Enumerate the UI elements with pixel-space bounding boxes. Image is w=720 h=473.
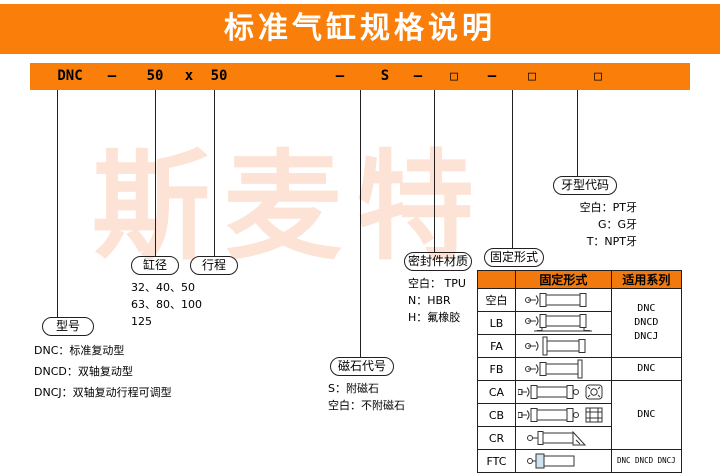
callout-thread-lines: 空白：PT牙 G：G牙 T：NPT牙 bbox=[525, 199, 637, 250]
connector-line-stroke bbox=[214, 90, 215, 257]
callout-stroke-label: 行程 bbox=[190, 256, 238, 275]
code-multiply: x bbox=[184, 68, 194, 84]
code-seal-material: □ bbox=[450, 69, 458, 84]
row-code: FTC bbox=[477, 449, 516, 473]
connector-line-bore bbox=[155, 90, 156, 257]
cyl-front-flange-icon bbox=[516, 335, 611, 357]
row-figure bbox=[514, 334, 612, 358]
row-code: 空白 bbox=[477, 288, 516, 312]
code-magnet: S bbox=[380, 68, 390, 84]
row-series: DNC DNCD DNCJ bbox=[610, 449, 683, 473]
table-row: LB bbox=[477, 311, 682, 335]
table-header-row: 固定形式 适用系列 bbox=[477, 270, 683, 289]
row-figure bbox=[514, 426, 612, 450]
connector-line-model bbox=[57, 90, 58, 317]
seal-line-1: 空白： TPU bbox=[408, 277, 466, 290]
th-series: 适用系列 bbox=[610, 270, 683, 289]
code-dash-1: — bbox=[107, 68, 117, 84]
cyl-clevis-a-icon bbox=[516, 381, 611, 403]
callout-bore-lines: 32、40、50 63、80、100 125 bbox=[131, 279, 202, 330]
table-row: FTC DNC DNCD DNCJ bbox=[477, 449, 683, 473]
callout-magnet-label: 磁石代号 bbox=[330, 357, 394, 376]
watermark-text: 斯麦特 bbox=[92, 138, 489, 276]
magnet-line-1: S：附磁石 bbox=[328, 382, 379, 395]
code-dash-3: — bbox=[413, 68, 423, 84]
magnet-line-2: 空白：不附磁石 bbox=[328, 399, 405, 412]
row-figure bbox=[514, 403, 612, 427]
connector-line-magnet bbox=[360, 90, 361, 357]
thread-line-1: 空白：PT牙 bbox=[579, 201, 637, 214]
callout-magnet-lines: S：附磁石 空白：不附磁石 bbox=[328, 380, 405, 414]
th-figure: 固定形式 bbox=[514, 270, 612, 289]
cyl-rear-flange-icon bbox=[516, 358, 611, 380]
code-thread: □ bbox=[594, 69, 602, 84]
series-line-2: DNCD bbox=[634, 317, 659, 328]
table-row: CR bbox=[477, 426, 682, 450]
series-line-3: DNCJ bbox=[634, 331, 659, 342]
thread-line-3: T：NPT牙 bbox=[586, 235, 637, 248]
page-title: 标准气缸规格说明 bbox=[224, 11, 496, 46]
callout-thread-label: 牙型代码 bbox=[553, 176, 617, 195]
table-row: CA bbox=[477, 380, 683, 450]
callout-bore-label: 缸径 bbox=[131, 256, 179, 275]
callout-mounting-label: 固定形式 bbox=[484, 248, 544, 267]
callout-model-lines: DNC：标准复动型 DNCD：双轴复动型 DNCJ：双轴复动行程可调型 bbox=[34, 340, 172, 403]
row-series: DNC bbox=[610, 380, 683, 450]
row-figure bbox=[514, 288, 612, 312]
callout-seal-label: 密封件材质 bbox=[404, 252, 472, 271]
cyl-clevis-b-icon bbox=[516, 404, 611, 426]
connector-line-thread bbox=[577, 90, 578, 176]
table-row: FB DNC bbox=[477, 357, 683, 381]
model-code-bar: DNC — 50 x 50 — S — □ — □ □ bbox=[30, 63, 690, 90]
connector-line-seal bbox=[434, 90, 435, 252]
mounting-form-table: 固定形式 适用系列 空白 bbox=[477, 270, 683, 473]
code-dash-2: — bbox=[335, 68, 345, 84]
row-code: CB bbox=[477, 403, 516, 427]
row-code: FA bbox=[477, 334, 516, 358]
row-code: LB bbox=[477, 311, 516, 335]
row-code: CR bbox=[477, 426, 516, 450]
table-row: FA bbox=[477, 334, 682, 358]
code-bore: 50 bbox=[146, 68, 164, 84]
code-stroke: 50 bbox=[210, 68, 228, 84]
callout-seal-lines: 空白： TPU N：HBR H：氟橡胶 bbox=[408, 275, 466, 326]
bore-line-3: 125 bbox=[131, 315, 152, 328]
callout-model-label: 型号 bbox=[42, 317, 94, 336]
row-code: FB bbox=[477, 357, 516, 381]
row-code: CA bbox=[477, 380, 516, 404]
code-dash-4: — bbox=[487, 68, 497, 84]
model-line-2: DNCD：双轴复动型 bbox=[34, 365, 133, 378]
seal-line-2: N：HBR bbox=[408, 294, 451, 307]
model-line-3: DNCJ：双轴复动行程可调型 bbox=[34, 386, 172, 399]
cyl-trunnion-icon bbox=[516, 427, 611, 449]
row-figure bbox=[514, 449, 612, 473]
model-line-1: DNC：标准复动型 bbox=[34, 344, 125, 357]
code-mounting: □ bbox=[528, 69, 536, 84]
row-series: DNC bbox=[610, 357, 683, 381]
cyl-ftc-icon bbox=[516, 450, 611, 472]
row-series: DNC DNCD DNCJ bbox=[610, 288, 683, 358]
cyl-basic-icon bbox=[516, 289, 611, 311]
table-row: 空白 bbox=[477, 288, 683, 358]
row-figure bbox=[514, 357, 612, 381]
code-series: DNC bbox=[57, 68, 83, 84]
bore-line-1: 32、40、50 bbox=[131, 281, 195, 294]
series-line-1: DNC bbox=[637, 303, 656, 314]
connector-line-mounting bbox=[512, 90, 513, 248]
cyl-foot-icon bbox=[516, 312, 611, 334]
seal-line-3: H：氟橡胶 bbox=[408, 311, 461, 324]
bore-line-2: 63、80、100 bbox=[131, 298, 202, 311]
title-bar: 标准气缸规格说明 bbox=[0, 4, 720, 54]
th-code bbox=[477, 270, 516, 289]
thread-line-2: G：G牙 bbox=[597, 218, 637, 231]
row-figure bbox=[514, 311, 612, 335]
row-figure bbox=[514, 380, 612, 404]
diagram-root: 斯麦特 标准气缸规格说明 DNC — 50 x 50 — S — □ — □ □… bbox=[0, 4, 720, 473]
